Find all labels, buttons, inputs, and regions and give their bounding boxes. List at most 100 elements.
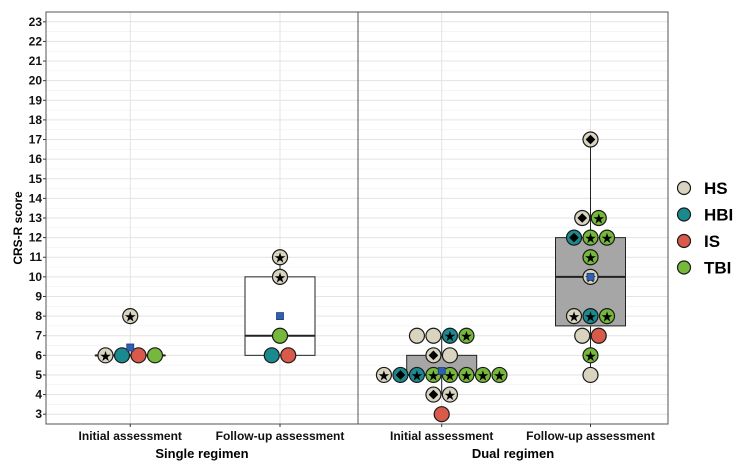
data-point	[441, 327, 459, 344]
star-marker: ★	[444, 368, 457, 384]
diamond-marker	[428, 389, 439, 400]
legend: HS HBI IS TBI	[676, 179, 733, 278]
data-point	[598, 307, 616, 325]
data-point	[458, 366, 475, 384]
panel-border	[357, 11, 669, 425]
plot-panels: 34567891011121314151617181920212223★★★★I…	[29, 11, 669, 461]
star-marker: ★	[444, 329, 457, 345]
panel-dual-regimen: ★★★★★★★★★★★★★★★★★★★Initial assessmentFol…	[357, 11, 669, 461]
data-point	[408, 327, 426, 344]
facet-label: Single regimen	[155, 446, 248, 461]
facet-label: Dual regimen	[472, 446, 554, 461]
legend-label: HS	[704, 179, 728, 198]
data-point	[425, 366, 442, 384]
data-point	[146, 347, 164, 364]
star-marker: ★	[584, 349, 597, 365]
y-tick-label: 7	[35, 329, 42, 343]
data-point	[280, 347, 297, 364]
y-tick-label: 5	[35, 368, 42, 382]
legend-key	[676, 233, 692, 249]
y-tick-label: 22	[29, 34, 43, 48]
star-marker: ★	[584, 231, 597, 247]
data-point	[491, 366, 508, 384]
data-point	[271, 249, 289, 266]
x-tick-label: Follow-up assessment	[216, 429, 345, 443]
data-point	[474, 366, 492, 384]
y-tick-label: 17	[29, 133, 43, 147]
y-tick-label: 9	[35, 289, 42, 303]
y-tick-label: 10	[29, 270, 43, 284]
y-tick-label: 12	[29, 231, 43, 245]
data-point	[441, 347, 459, 364]
data-point	[441, 366, 459, 384]
star-marker: ★	[477, 368, 490, 384]
y-tick-label: 4	[35, 388, 42, 402]
data-point	[582, 229, 599, 246]
data-point	[590, 209, 607, 227]
star-marker: ★	[124, 310, 137, 326]
star-marker: ★	[274, 251, 287, 267]
star-marker: ★	[411, 368, 424, 384]
data-point	[598, 229, 616, 246]
star-marker: ★	[460, 368, 473, 384]
y-tick-label: 14	[29, 191, 43, 205]
y-tick-label: 18	[29, 113, 43, 127]
y-tick-label: 8	[35, 309, 42, 323]
y-tick-label: 15	[29, 172, 43, 186]
data-point	[565, 307, 583, 325]
legend-key	[676, 180, 692, 196]
data-point	[130, 347, 147, 364]
data-point	[97, 347, 114, 364]
data-point	[263, 347, 280, 364]
y-tick-label: 19	[29, 93, 43, 107]
star-marker: ★	[584, 251, 597, 267]
star-marker: ★	[601, 231, 614, 247]
data-point	[582, 366, 599, 384]
y-tick-label: 13	[29, 211, 43, 225]
y-axis-label: CRS-R score	[11, 191, 25, 265]
star-marker: ★	[568, 310, 581, 326]
legend-label: IS	[704, 232, 720, 251]
x-tick-label: Follow-up assessment	[526, 429, 655, 443]
data-point	[425, 327, 442, 344]
legend-key	[676, 207, 692, 222]
data-point	[458, 327, 475, 344]
diamond-marker	[577, 213, 588, 223]
y-tick-label: 23	[29, 15, 43, 29]
legend-label: HBI	[704, 206, 733, 225]
star-marker: ★	[99, 349, 112, 365]
star-marker: ★	[274, 270, 287, 286]
data-point	[408, 366, 426, 384]
y-tick-label: 21	[29, 54, 43, 68]
data-point	[375, 366, 393, 384]
data-point	[582, 249, 599, 266]
data-point	[441, 386, 459, 403]
data-point	[590, 327, 607, 344]
data-point	[582, 307, 599, 325]
diamond-marker	[428, 350, 439, 361]
star-marker: ★	[427, 368, 440, 384]
star-marker: ★	[444, 388, 457, 404]
x-tick-label: Initial assessment	[390, 429, 493, 443]
data-point	[574, 327, 591, 344]
y-tick-label: 20	[29, 74, 43, 88]
x-tick-label: Initial assessment	[79, 429, 182, 443]
star-marker: ★	[584, 310, 597, 326]
diamond-marker	[585, 134, 596, 145]
panel-single-regimen: ★ ★ ★ ★ Initial assessment Follow-up assessme…	[45, 11, 359, 461]
legend-label: TBI	[704, 259, 731, 278]
y-tick-label: 16	[29, 152, 43, 166]
data-point	[113, 347, 131, 364]
mean-marker	[586, 272, 595, 281]
star-marker: ★	[592, 212, 605, 228]
data-point	[271, 327, 289, 344]
star-marker: ★	[493, 368, 506, 384]
data-point	[122, 307, 139, 325]
mean-marker	[437, 367, 446, 375]
y-tick-label: 11	[29, 250, 42, 264]
diamond-marker	[569, 232, 579, 243]
data-point	[271, 268, 289, 285]
diamond-marker	[395, 370, 406, 380]
star-marker: ★	[460, 329, 473, 345]
